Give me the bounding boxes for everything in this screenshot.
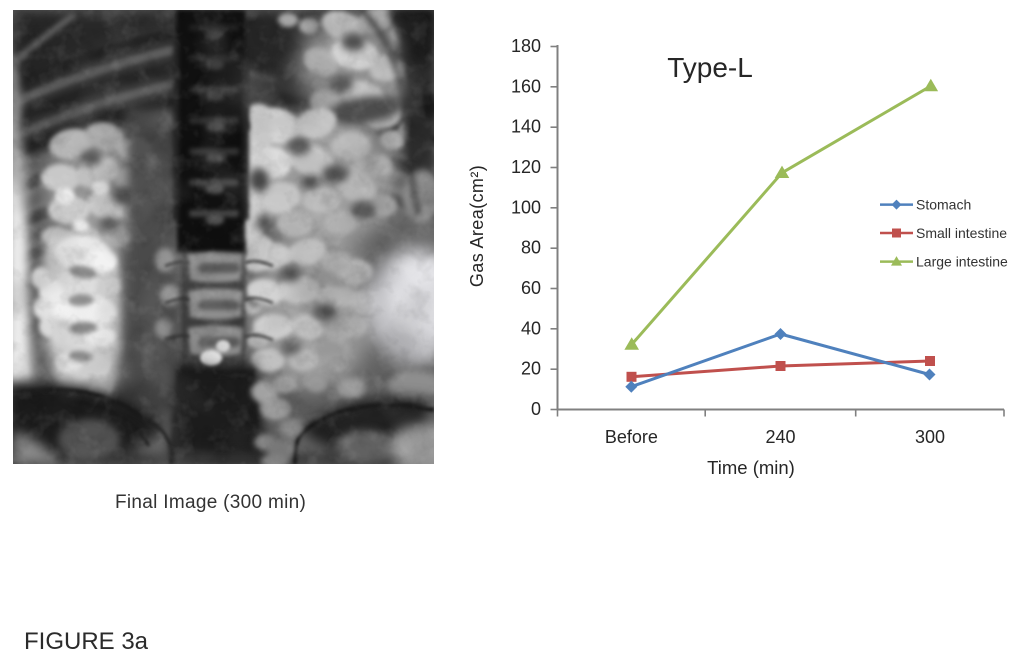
svg-text:Gas Area(cm²): Gas Area(cm²) [467,165,487,287]
svg-text:Small intestine: Small intestine [916,225,1007,241]
svg-text:140: 140 [511,117,541,137]
svg-text:40: 40 [521,318,541,338]
svg-text:300: 300 [915,427,945,447]
svg-text:Stomach: Stomach [916,197,971,213]
svg-text:240: 240 [765,427,795,447]
svg-text:Final Image (300 min): Final Image (300 min) [115,492,306,513]
svg-text:120: 120 [511,157,541,177]
svg-text:60: 60 [521,278,541,298]
svg-text:Type-L: Type-L [667,52,753,83]
svg-text:Before: Before [605,427,658,447]
svg-text:160: 160 [511,76,541,96]
svg-text:80: 80 [521,238,541,258]
svg-text:180: 180 [511,36,541,56]
svg-text:Time (min): Time (min) [707,457,795,478]
svg-text:FIGURE 3a: FIGURE 3a [24,628,149,655]
svg-text:100: 100 [511,197,541,217]
svg-text:0: 0 [531,399,541,419]
svg-text:Large intestine: Large intestine [916,254,1008,270]
svg-text:20: 20 [521,359,541,379]
